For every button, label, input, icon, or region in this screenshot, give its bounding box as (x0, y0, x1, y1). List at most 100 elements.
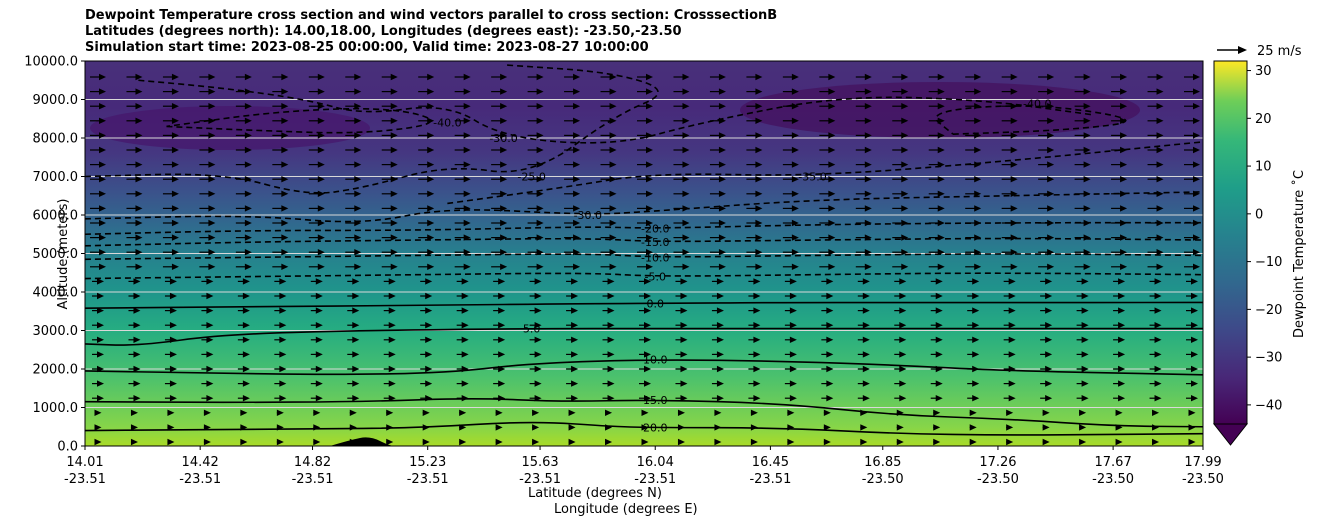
wind-vector-head (276, 409, 284, 416)
wind-vector-head (498, 292, 506, 300)
wind-vector-head (718, 249, 726, 256)
wind-vector-head (317, 263, 325, 270)
wind-vector-head (571, 351, 579, 358)
wind-vector-head (755, 146, 763, 154)
wind-vector-head (607, 307, 615, 314)
wind-vector-head (753, 292, 761, 300)
wind-vector-head (279, 322, 287, 329)
wind-vector-head (718, 117, 726, 124)
wind-vector-head (935, 365, 943, 373)
wind-vector-head (1120, 73, 1128, 81)
wind-vector-head (935, 307, 943, 314)
wind-vector-head (937, 190, 945, 197)
wind-vector-head (864, 73, 872, 81)
wind-vector-head (609, 176, 617, 183)
wind-vector-head (99, 146, 106, 154)
wind-vector-head (500, 176, 508, 183)
colorbar-tick-label: −40 (1255, 398, 1282, 413)
wind-vector-head (279, 336, 287, 343)
wind-vector-head (1191, 380, 1198, 387)
wind-vector-head (244, 205, 252, 212)
wind-vector-head (171, 263, 179, 270)
wind-vector-head (500, 190, 508, 197)
wind-vector-head (94, 438, 102, 446)
wind-vector-head (498, 380, 506, 387)
x-tick-label-lat: 17.26 (979, 455, 1016, 470)
wind-vector-head (974, 205, 982, 212)
wind-vector-head (315, 336, 323, 343)
wind-vector-head (791, 73, 799, 81)
wind-vector-head (171, 88, 179, 95)
wind-vector-head (789, 380, 797, 387)
wind-vector-head (573, 249, 581, 256)
wind-vector-head (281, 73, 289, 81)
wind-vector-head (315, 278, 323, 285)
wind-vector-head (680, 278, 688, 285)
wind-vector-head (208, 190, 216, 197)
wind-vector-head (133, 365, 141, 373)
wind-vector-head (99, 249, 106, 256)
wind-vector-head (130, 409, 138, 416)
wind-vector-head (718, 103, 726, 110)
wind-vector-head (244, 219, 252, 227)
wind-vector-head (281, 234, 289, 241)
wind-vector-head (1045, 380, 1053, 387)
wind-vector-head (1006, 424, 1014, 431)
wind-vector-head (1083, 205, 1091, 212)
wind-vector-head (388, 365, 396, 373)
wind-vector-head (750, 409, 758, 416)
wind-vector-head (789, 365, 797, 373)
wind-vector-head (463, 103, 471, 110)
wind-vector-head (1081, 380, 1089, 387)
contour-labels: 20.0 15.0 10.0 5.0 0.0 -5.0 -10.0 -15.0-20.0 -30… (433, 97, 1051, 434)
wind-vector-head (354, 161, 362, 168)
wind-vector-head (1010, 88, 1018, 95)
wind-vector-head (1045, 351, 1053, 358)
wind-vector-head (534, 307, 542, 314)
wind-vector-head (644, 351, 651, 358)
wind-vector-head (1083, 132, 1091, 139)
wind-vector-head (500, 219, 508, 227)
wind-vector-head (607, 365, 615, 373)
wind-vector-head (97, 365, 104, 373)
wind-vector-head (97, 322, 104, 329)
wind-vector-head (753, 365, 761, 373)
wind-vector-head (500, 117, 508, 124)
wind-vector-head (935, 380, 943, 387)
wind-vector-head (1193, 117, 1200, 124)
wind-vector-head (203, 409, 211, 416)
wind-vector-head (1083, 103, 1091, 110)
wind-vector-head (899, 278, 907, 285)
wind-vector-head (536, 146, 544, 154)
wind-vector-head (536, 73, 544, 81)
wind-vector-head (1156, 146, 1164, 154)
x-tick-label-lat: 17.67 (1095, 455, 1132, 470)
wind-vector-head (536, 234, 544, 241)
wind-vector-head (789, 336, 797, 343)
wind-vector-head (352, 278, 360, 285)
wind-vector-head (607, 336, 615, 343)
wind-vector-head (1010, 249, 1018, 256)
wind-vector-head (646, 146, 653, 154)
wind-vector-head (937, 132, 945, 139)
wind-vector-head (787, 409, 795, 416)
wind-vector-head (354, 205, 362, 212)
wind-vector-head (500, 88, 508, 95)
wind-vector-head (463, 73, 471, 81)
wind-vector-head (425, 322, 433, 329)
wind-vector-head (862, 307, 870, 314)
wind-vector-head (1083, 219, 1091, 227)
wind-vector-head (716, 307, 724, 314)
wind-vector-head (135, 249, 143, 256)
wind-vector-head (826, 322, 834, 329)
wind-vector-head (1152, 438, 1160, 446)
wind-vector-head (755, 205, 763, 212)
wind-vector-head (826, 380, 834, 387)
wind-vector-head (899, 307, 907, 314)
wind-vector-head (208, 176, 216, 183)
wind-vector-head (206, 307, 214, 314)
wind-vector-head (536, 219, 544, 227)
wind-vector-head (714, 438, 722, 446)
wind-vector-head (390, 190, 398, 197)
wind-vector-head (171, 249, 179, 256)
